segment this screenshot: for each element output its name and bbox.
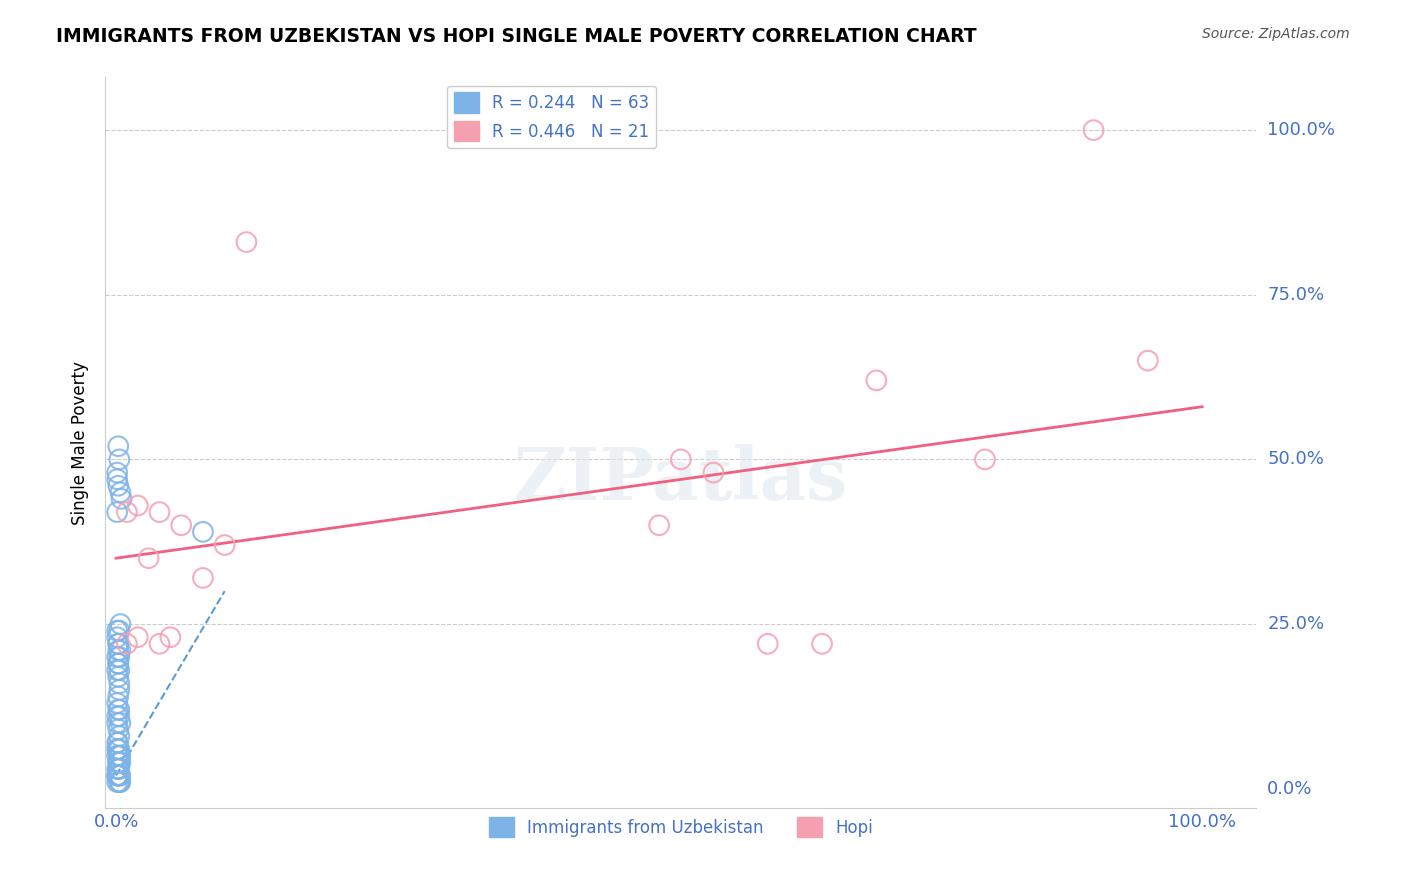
Legend: Immigrants from Uzbekistan, Hopi: Immigrants from Uzbekistan, Hopi: [482, 810, 880, 844]
Point: [214, 538, 236, 552]
Point: [105, 748, 128, 763]
Text: 0.0%: 0.0%: [1267, 780, 1313, 797]
Point: [107, 479, 129, 493]
Point: [105, 663, 128, 677]
Point: [108, 768, 131, 782]
Point: [127, 630, 149, 644]
Point: [702, 466, 724, 480]
Point: [107, 756, 129, 770]
Point: [105, 505, 128, 519]
Point: [127, 499, 149, 513]
Point: [108, 748, 131, 763]
Point: [115, 637, 138, 651]
Point: [108, 775, 131, 789]
Point: [191, 524, 214, 539]
Point: [1136, 353, 1159, 368]
Text: 50.0%: 50.0%: [1267, 450, 1324, 468]
Point: [105, 709, 128, 723]
Point: [105, 762, 128, 776]
Point: [107, 643, 129, 657]
Point: [108, 775, 131, 789]
Point: [107, 735, 129, 749]
Point: [108, 709, 131, 723]
Text: ZIPatlas: ZIPatlas: [513, 444, 848, 515]
Point: [108, 682, 131, 697]
Point: [148, 637, 170, 651]
Point: [105, 466, 128, 480]
Point: [669, 452, 692, 467]
Text: 25.0%: 25.0%: [1267, 615, 1324, 633]
Point: [108, 624, 131, 638]
Point: [148, 505, 170, 519]
Point: [105, 624, 128, 638]
Point: [105, 768, 128, 782]
Point: [110, 491, 132, 506]
Point: [107, 723, 129, 737]
Point: [105, 696, 128, 710]
Point: [159, 630, 181, 644]
Point: [107, 762, 129, 776]
Point: [108, 729, 131, 743]
Point: [107, 768, 129, 782]
Point: [105, 650, 128, 665]
Point: [108, 676, 131, 690]
Text: 75.0%: 75.0%: [1267, 285, 1324, 304]
Point: [108, 452, 131, 467]
Point: [107, 762, 129, 776]
Point: [110, 756, 132, 770]
Point: [811, 637, 834, 651]
Point: [110, 617, 132, 632]
Point: [107, 756, 129, 770]
Point: [756, 637, 779, 651]
Point: [110, 768, 132, 782]
Y-axis label: Single Male Poverty: Single Male Poverty: [72, 361, 89, 524]
Point: [974, 452, 997, 467]
Point: [105, 472, 128, 486]
Point: [1083, 123, 1105, 137]
Point: [191, 571, 214, 585]
Point: [108, 742, 131, 756]
Point: [105, 742, 128, 756]
Point: [107, 637, 129, 651]
Point: [107, 742, 129, 756]
Point: [865, 373, 887, 387]
Point: [110, 485, 132, 500]
Text: Source: ZipAtlas.com: Source: ZipAtlas.com: [1202, 27, 1350, 41]
Point: [108, 650, 131, 665]
Point: [110, 775, 132, 789]
Point: [110, 715, 132, 730]
Point: [107, 703, 129, 717]
Point: [108, 663, 131, 677]
Point: [108, 762, 131, 776]
Point: [107, 768, 129, 782]
Point: [110, 748, 132, 763]
Point: [107, 637, 129, 651]
Point: [110, 643, 132, 657]
Point: [107, 657, 129, 671]
Point: [105, 715, 128, 730]
Point: [105, 775, 128, 789]
Point: [138, 551, 160, 566]
Point: [170, 518, 193, 533]
Point: [107, 748, 129, 763]
Point: [107, 439, 129, 453]
Text: 100.0%: 100.0%: [1267, 121, 1336, 139]
Point: [107, 670, 129, 684]
Point: [108, 703, 131, 717]
Point: [107, 657, 129, 671]
Point: [235, 235, 257, 249]
Point: [105, 735, 128, 749]
Point: [108, 756, 131, 770]
Point: [105, 768, 128, 782]
Point: [648, 518, 671, 533]
Point: [115, 505, 138, 519]
Point: [107, 690, 129, 704]
Text: IMMIGRANTS FROM UZBEKISTAN VS HOPI SINGLE MALE POVERTY CORRELATION CHART: IMMIGRANTS FROM UZBEKISTAN VS HOPI SINGL…: [56, 27, 977, 45]
Point: [105, 630, 128, 644]
